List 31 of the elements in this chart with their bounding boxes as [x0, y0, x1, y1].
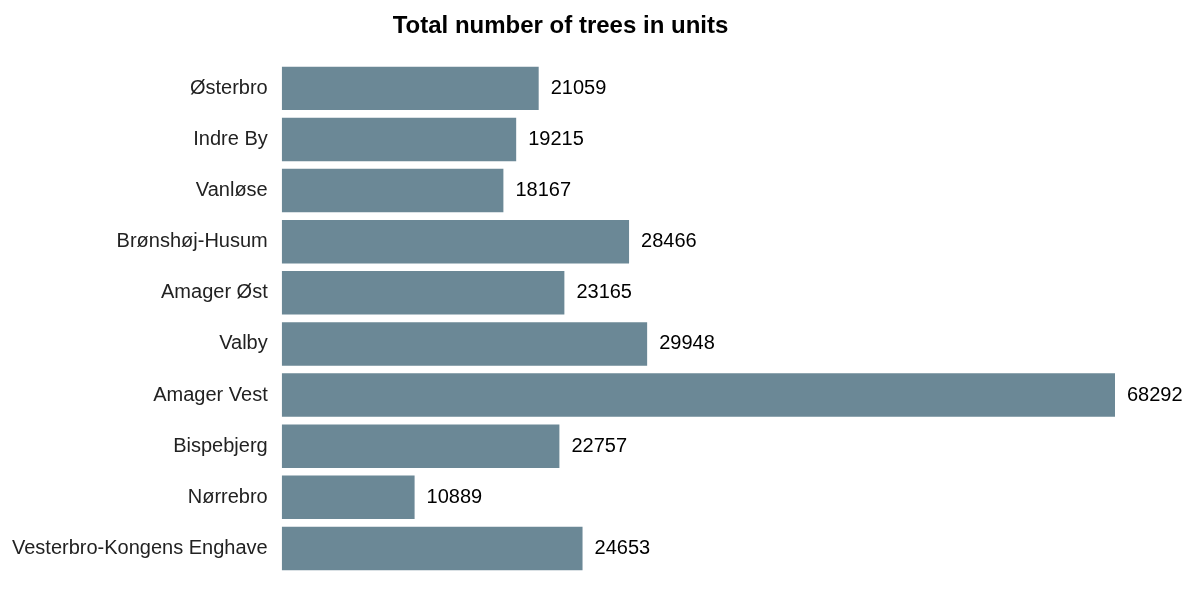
y-tick-label: Vesterbro-Kongens Enghave	[12, 535, 268, 558]
y-tick-label: Valby	[219, 331, 268, 354]
bar	[281, 117, 517, 162]
data-label: 24653	[594, 535, 651, 558]
bar	[281, 168, 504, 213]
y-tick-label: Amager Øst	[161, 280, 269, 303]
bar	[281, 526, 583, 571]
data-label: 23165	[576, 280, 633, 303]
y-tick-label: Nørrebro	[187, 484, 268, 507]
bar	[281, 322, 648, 366]
y-tick-label: Amager Vest	[153, 382, 269, 405]
bar	[281, 373, 1115, 417]
data-label: 21059	[550, 75, 607, 98]
data-label: 29948	[659, 331, 715, 354]
bar	[281, 424, 560, 468]
y-tick-label: Vanløse	[195, 178, 268, 201]
data-label: 10889	[426, 484, 483, 507]
data-label: 68292	[1127, 382, 1183, 405]
y-tick-label: Bispebjerg	[173, 433, 268, 456]
data-label: 22757	[571, 433, 628, 456]
bar	[281, 66, 539, 111]
y-tick-label: Brønshøj-Husum	[116, 229, 268, 252]
y-tick-label: Østerbro	[189, 75, 268, 98]
y-tick-label: Indre By	[193, 127, 268, 149]
bar	[281, 219, 630, 264]
bar	[281, 475, 415, 520]
chart-title: Total number of trees in units	[392, 11, 729, 39]
data-label: 18167	[515, 178, 572, 201]
bar	[281, 271, 565, 315]
data-label: 28466	[641, 229, 697, 252]
data-label: 19215	[528, 127, 584, 149]
